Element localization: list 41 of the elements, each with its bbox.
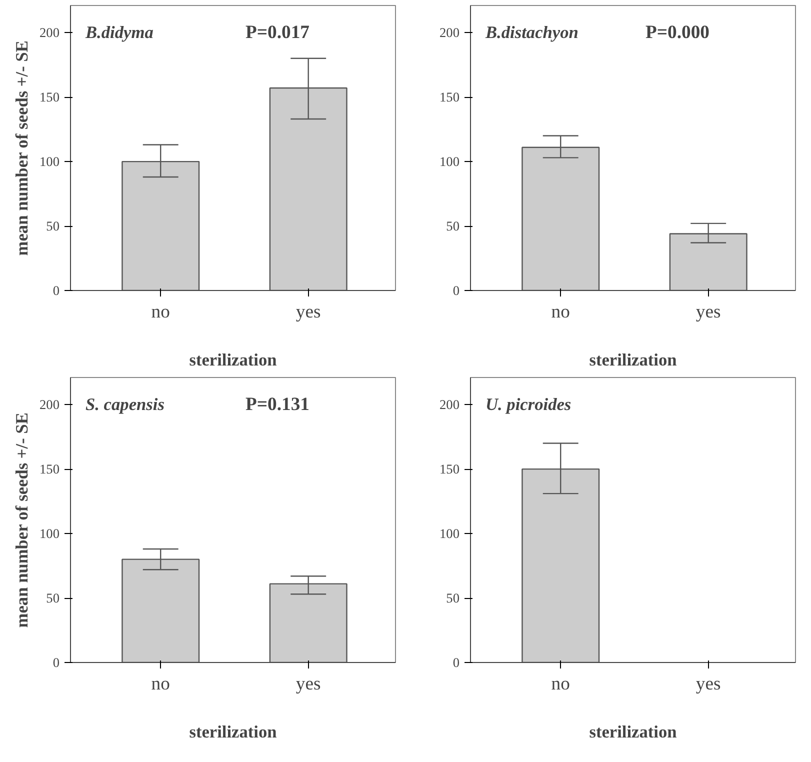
x-tick-label: no — [551, 674, 570, 694]
x-axis-title: sterilization — [589, 350, 678, 370]
y-tick-label: 200 — [40, 25, 60, 40]
x-tick-label: yes — [296, 302, 321, 322]
y-tick-label: 200 — [440, 397, 460, 412]
y-tick-label: 50 — [46, 590, 60, 606]
text: S. capensis — [86, 395, 165, 414]
y-tick-label: 100 — [440, 526, 460, 542]
x-axis-title: sterilization — [189, 350, 278, 370]
x-tick-label: yes — [296, 674, 321, 694]
y-tick-label: 0 — [452, 655, 460, 670]
y-tick-label: 0 — [452, 283, 460, 298]
x-axis-title: sterilization — [189, 722, 278, 742]
y-tick-label: 100 — [40, 526, 60, 542]
y-tick-label: 150 — [440, 462, 460, 477]
y-tick-label: 150 — [40, 462, 60, 477]
x-tick-label: yes — [696, 302, 721, 322]
y-tick-label: 50 — [446, 218, 460, 234]
y-tick-label: 150 — [40, 90, 60, 105]
text: B.distachyon — [484, 23, 578, 42]
annotation: P=0.017 — [246, 22, 310, 44]
x-tick-label: yes — [696, 674, 721, 694]
x-axis-title: sterilization — [589, 722, 678, 742]
x-tick-label: no — [151, 302, 170, 322]
text: B.didyma — [84, 23, 154, 42]
y-tick-label: 50 — [446, 590, 460, 606]
y-tick-label: 200 — [440, 25, 460, 40]
annotation: P=0.131 — [246, 394, 310, 416]
y-tick-label: 100 — [40, 154, 60, 170]
y-tick-label: 0 — [52, 655, 60, 670]
y-axis-title: mean number of seeds +/- SE — [12, 412, 32, 628]
y-tick-label: 150 — [440, 90, 460, 105]
x-tick-label: no — [551, 302, 570, 322]
annotation: P=0.000 — [646, 22, 710, 44]
y-tick-label: 100 — [440, 154, 460, 170]
y-axis-title: mean number of seeds +/- SE — [12, 40, 32, 256]
y-tick-label: 0 — [52, 283, 60, 298]
text: U. picroides — [486, 395, 572, 414]
y-tick-label: 200 — [40, 397, 60, 412]
y-tick-label: 50 — [46, 218, 60, 234]
x-tick-label: no — [151, 674, 170, 694]
